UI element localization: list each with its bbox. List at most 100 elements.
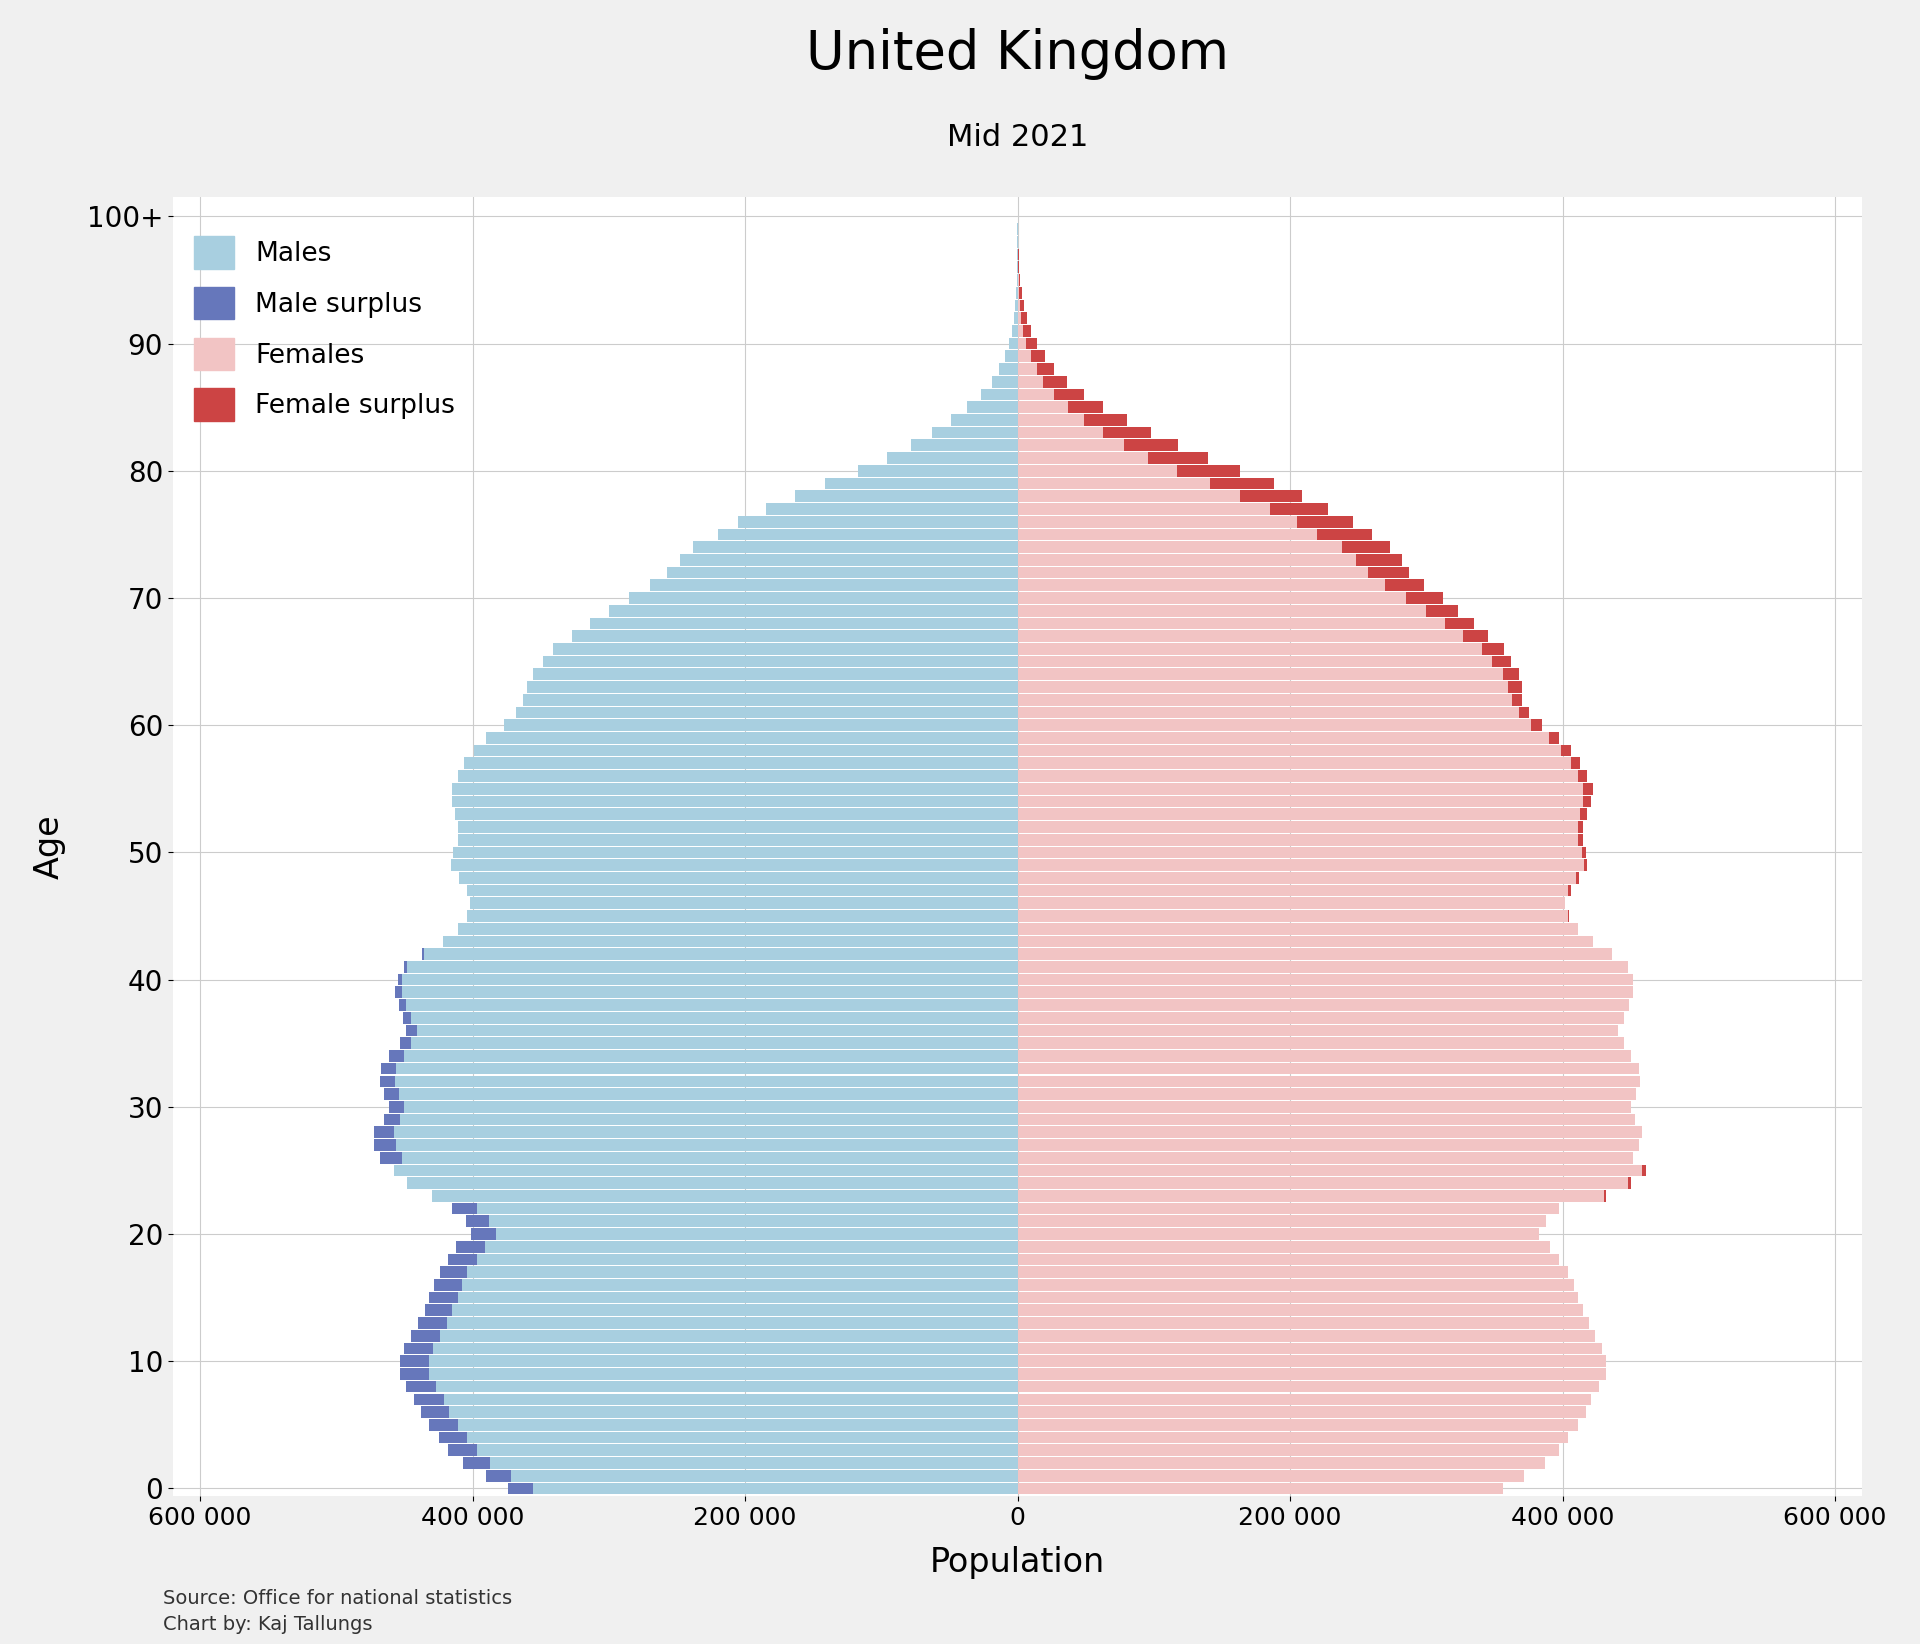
- Bar: [1018, 516, 1296, 528]
- Bar: [407, 962, 1018, 973]
- Bar: [1532, 720, 1542, 732]
- Bar: [1104, 427, 1152, 439]
- Bar: [1018, 694, 1513, 705]
- Bar: [1018, 1317, 1588, 1328]
- Bar: [1018, 1051, 1630, 1062]
- Bar: [396, 1139, 1018, 1151]
- Bar: [543, 656, 1018, 667]
- Bar: [1018, 1075, 1640, 1087]
- Bar: [428, 1368, 1018, 1379]
- Bar: [394, 1164, 1018, 1175]
- Bar: [1427, 605, 1457, 616]
- Bar: [1021, 312, 1027, 324]
- Bar: [1018, 1355, 1607, 1368]
- Bar: [1549, 732, 1559, 743]
- Bar: [1240, 490, 1302, 501]
- Bar: [1018, 860, 1584, 871]
- Bar: [795, 490, 1018, 501]
- Bar: [1018, 871, 1576, 884]
- Bar: [451, 1203, 476, 1215]
- Bar: [1018, 1139, 1640, 1151]
- Bar: [451, 783, 1018, 794]
- Bar: [680, 554, 1018, 566]
- Bar: [1018, 630, 1463, 643]
- Bar: [503, 720, 1018, 732]
- Bar: [1018, 745, 1561, 756]
- Bar: [1018, 809, 1580, 820]
- Bar: [1018, 1292, 1578, 1304]
- Bar: [411, 1330, 440, 1342]
- Bar: [1068, 401, 1104, 413]
- Bar: [1018, 1483, 1503, 1494]
- Bar: [401, 1368, 428, 1379]
- Bar: [1018, 1000, 1630, 1011]
- Bar: [1018, 528, 1317, 541]
- Bar: [405, 962, 407, 973]
- Bar: [476, 1445, 1018, 1457]
- Bar: [998, 363, 1018, 375]
- Bar: [1018, 388, 1054, 399]
- Bar: [419, 1317, 447, 1328]
- Bar: [1584, 783, 1592, 794]
- Bar: [428, 1355, 1018, 1368]
- Bar: [490, 1457, 1018, 1468]
- Bar: [405, 1051, 1018, 1062]
- Bar: [1018, 1228, 1540, 1240]
- Bar: [470, 1228, 495, 1240]
- Bar: [1018, 1190, 1603, 1202]
- Bar: [403, 1013, 411, 1024]
- Bar: [397, 973, 401, 985]
- Bar: [486, 1470, 511, 1481]
- Bar: [1043, 376, 1068, 388]
- Bar: [457, 1292, 1018, 1304]
- Bar: [1018, 1037, 1624, 1049]
- Bar: [1148, 452, 1208, 464]
- Bar: [1018, 1177, 1628, 1189]
- Bar: [1561, 745, 1571, 756]
- Bar: [826, 478, 1018, 490]
- Bar: [609, 605, 1018, 616]
- Bar: [399, 1088, 1018, 1100]
- Bar: [1342, 541, 1390, 552]
- Bar: [457, 1419, 1018, 1430]
- Bar: [968, 401, 1018, 413]
- Bar: [467, 884, 1018, 896]
- Bar: [401, 986, 1018, 998]
- Bar: [1018, 1013, 1624, 1024]
- Bar: [1018, 554, 1356, 566]
- Bar: [401, 1355, 428, 1368]
- Bar: [380, 1075, 396, 1087]
- Bar: [1018, 363, 1037, 375]
- Bar: [405, 1343, 434, 1355]
- Bar: [1018, 350, 1031, 362]
- Bar: [1018, 769, 1578, 783]
- Bar: [1018, 1088, 1636, 1100]
- Bar: [1513, 694, 1523, 705]
- Bar: [1018, 1164, 1642, 1175]
- Bar: [453, 847, 1018, 858]
- Bar: [384, 1113, 401, 1126]
- Bar: [476, 1254, 1018, 1266]
- Bar: [1020, 286, 1021, 299]
- Bar: [401, 973, 1018, 985]
- Bar: [693, 541, 1018, 552]
- Bar: [1018, 503, 1269, 515]
- Bar: [470, 898, 1018, 909]
- Bar: [1018, 478, 1210, 490]
- Legend: Males, Male surplus, Females, Female surplus: Males, Male surplus, Females, Female sur…: [194, 237, 455, 421]
- Bar: [1018, 834, 1578, 845]
- Bar: [1018, 720, 1532, 732]
- Bar: [457, 922, 1018, 934]
- Text: Mid 2021: Mid 2021: [947, 123, 1089, 151]
- Bar: [1018, 1330, 1596, 1342]
- Bar: [459, 871, 1018, 884]
- Bar: [1123, 439, 1179, 450]
- Bar: [449, 1406, 1018, 1417]
- Bar: [1210, 478, 1273, 490]
- Bar: [1018, 1203, 1559, 1215]
- Bar: [1018, 1215, 1546, 1226]
- Bar: [1020, 299, 1023, 311]
- Bar: [511, 1470, 1018, 1481]
- Bar: [887, 452, 1018, 464]
- Bar: [1507, 681, 1523, 692]
